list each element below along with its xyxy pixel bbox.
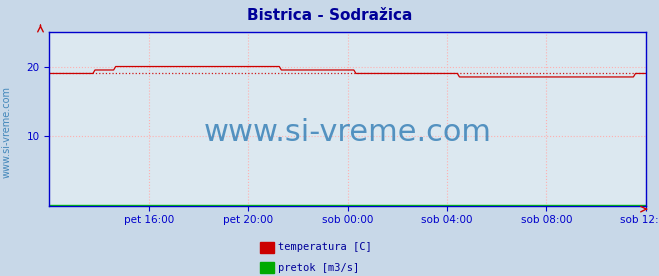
- Text: www.si-vreme.com: www.si-vreme.com: [204, 118, 492, 147]
- Text: Bistrica - Sodrаžica: Bistrica - Sodrаžica: [247, 8, 412, 23]
- Text: pretok [m3/s]: pretok [m3/s]: [278, 263, 359, 273]
- Text: www.si-vreme.com: www.si-vreme.com: [1, 86, 12, 179]
- Text: temperatura [C]: temperatura [C]: [278, 242, 372, 252]
